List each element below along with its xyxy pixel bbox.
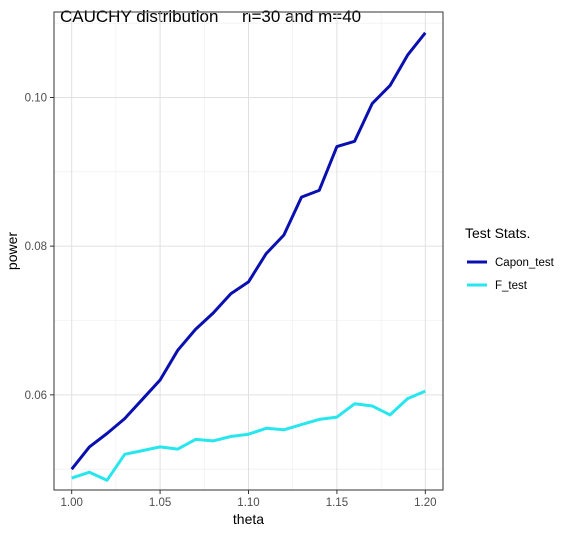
y-tick-label: 0.06 — [25, 390, 47, 402]
series-line-capon-test — [70, 31, 427, 471]
legend-label: Capon_test — [495, 257, 555, 269]
x-tick-label: 1.05 — [149, 497, 171, 509]
legend-label: F_test — [495, 280, 528, 292]
x-tick-label: 1.15 — [326, 497, 348, 509]
x-tick-label: 1.20 — [414, 497, 436, 509]
legend: Test Stats. Capon_test F_test — [465, 225, 555, 292]
y-tick-label: 0.10 — [25, 92, 47, 104]
y-axis-title: power — [4, 232, 20, 270]
x-tick-label: 1.10 — [237, 497, 259, 509]
series-lines — [70, 31, 427, 482]
x-axis-title: theta — [233, 511, 264, 527]
axis-ticks: 1.00 1.05 1.10 1.15 1.20 0.06 0.08 0.10 — [25, 92, 437, 509]
x-tick-label: 1.00 — [60, 497, 82, 509]
y-tick-label: 0.08 — [25, 241, 47, 253]
grid — [54, 12, 443, 490]
series-line-f-test — [71, 389, 426, 482]
legend-title: Test Stats. — [465, 225, 530, 241]
